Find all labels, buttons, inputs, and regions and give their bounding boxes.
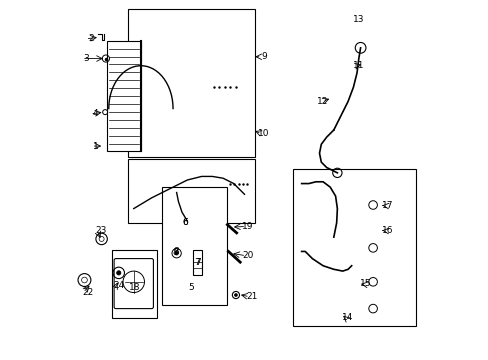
- Bar: [292, 169, 415, 327]
- Text: 6: 6: [183, 219, 188, 228]
- Text: 4: 4: [92, 109, 98, 118]
- Bar: [192, 249, 201, 275]
- Text: 18: 18: [128, 283, 140, 292]
- Circle shape: [175, 251, 178, 255]
- Text: 17: 17: [381, 201, 392, 210]
- Circle shape: [116, 271, 121, 275]
- Bar: [128, 159, 255, 223]
- Text: 22: 22: [82, 288, 94, 297]
- Text: 12: 12: [317, 97, 328, 106]
- Text: 15: 15: [360, 279, 371, 288]
- Circle shape: [234, 294, 237, 296]
- Text: 8: 8: [173, 247, 179, 256]
- Text: 21: 21: [245, 292, 257, 301]
- Text: 10: 10: [258, 129, 269, 138]
- Text: 7: 7: [195, 258, 201, 267]
- Text: 20: 20: [242, 251, 253, 260]
- Text: 3: 3: [83, 54, 89, 63]
- Bar: [128, 9, 255, 157]
- Text: 1: 1: [93, 141, 99, 150]
- Text: 24: 24: [113, 281, 124, 290]
- Bar: [107, 41, 141, 152]
- Text: 13: 13: [352, 15, 364, 24]
- Bar: [162, 187, 226, 305]
- Text: 14: 14: [342, 313, 353, 322]
- Text: 19: 19: [242, 222, 253, 231]
- Text: 9: 9: [261, 52, 266, 61]
- Text: 8: 8: [172, 248, 177, 257]
- Text: 7: 7: [194, 258, 200, 267]
- Text: 5: 5: [188, 283, 193, 292]
- Text: 11: 11: [352, 61, 364, 70]
- Text: 6: 6: [183, 218, 188, 227]
- Bar: [112, 249, 157, 318]
- Text: 23: 23: [95, 225, 106, 234]
- FancyBboxPatch shape: [114, 258, 153, 309]
- Text: 16: 16: [381, 225, 392, 234]
- Text: 2: 2: [89, 35, 94, 44]
